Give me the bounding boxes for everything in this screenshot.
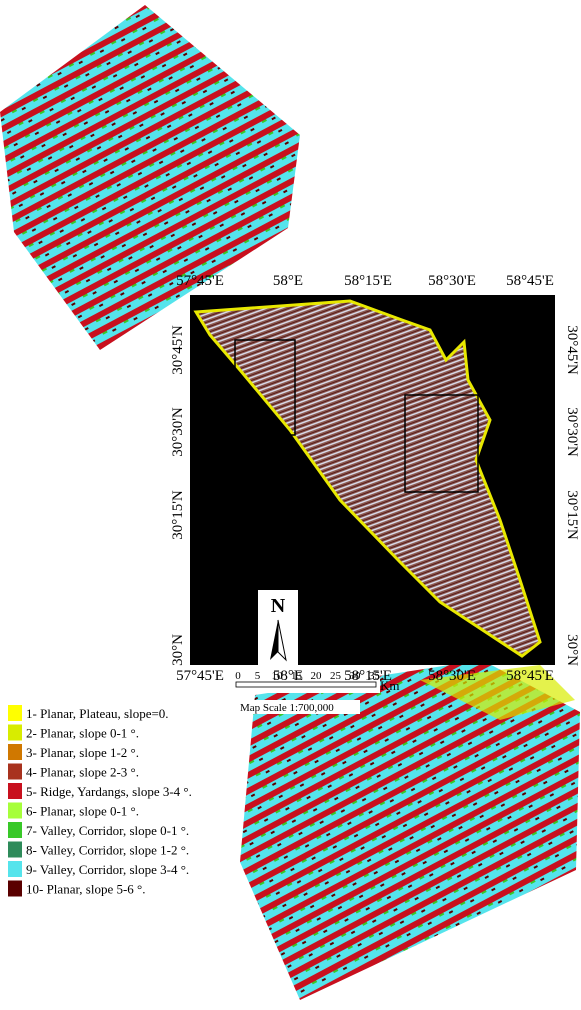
scale-text: Map Scale 1:700,000 <box>240 702 334 714</box>
longitude-label: 58°30'E <box>428 668 476 684</box>
legend-swatch <box>8 842 22 858</box>
latitude-label: 30°N <box>564 634 580 666</box>
north-label: N <box>271 595 286 617</box>
longitude-label: 57°45'E <box>176 273 224 289</box>
longitude-label: 58°45'E <box>506 273 554 289</box>
latitude-label: 30°15'N <box>170 490 186 540</box>
scale-tick-label: 20 <box>311 670 323 682</box>
legend-swatch <box>8 744 22 760</box>
latitude-label: 30°45'N <box>170 325 186 375</box>
legend-label: 7- Valley, Corridor, slope 0-1 °. <box>26 823 189 838</box>
latitude-label: 30°30'N <box>564 407 580 457</box>
latitude-label: 30°N <box>170 634 186 666</box>
longitude-label: 58°E <box>273 273 303 289</box>
legend-swatch <box>8 705 22 721</box>
scale-tick-label: 5 <box>255 670 261 682</box>
longitude-label: 58°E <box>273 668 303 684</box>
legend-label: 8- Valley, Corridor, slope 1-2 °. <box>26 843 189 858</box>
latitude-label: 30°15'N <box>564 490 580 540</box>
legend-swatch <box>8 725 22 741</box>
legend-swatch <box>8 861 22 877</box>
figure: N 05101520253035 Km Map Scale 1:700,000 … <box>0 0 581 1005</box>
legend-label: 2- Planar, slope 0-1 °. <box>26 726 139 741</box>
longitude-label: 58°30'E <box>428 273 476 289</box>
scale-tick-label: 0 <box>235 670 241 682</box>
legend-swatch <box>8 764 22 780</box>
longitude-label: 58°15'E <box>344 668 392 684</box>
legend-swatch <box>8 803 22 819</box>
scale-tick-label: 25 <box>330 670 342 682</box>
longitude-label: 58°15'E <box>344 273 392 289</box>
legend-swatch <box>8 881 22 897</box>
longitude-label: 58°45'E <box>506 668 554 684</box>
legend-label: 6- Planar, slope 0-1 °. <box>26 804 139 819</box>
north-arrow: N <box>258 590 298 665</box>
legend-label: 1- Planar, Plateau, slope=0. <box>26 706 169 721</box>
latitude-label: 30°30'N <box>170 407 186 457</box>
latitude-label: 30°45'N <box>564 325 580 375</box>
longitude-label: 57°45'E <box>176 668 224 684</box>
legend-swatch <box>8 783 22 799</box>
legend-swatch <box>8 822 22 838</box>
legend-label: 9- Valley, Corridor, slope 3-4 °. <box>26 862 189 877</box>
legend-label: 3- Planar, slope 1-2 °. <box>26 745 139 760</box>
legend-label: 10- Planar, slope 5-6 °. <box>26 882 146 897</box>
legend-label: 4- Planar, slope 2-3 °. <box>26 765 139 780</box>
legend-label: 5- Ridge, Yardangs, slope 3-4 °. <box>26 784 192 799</box>
